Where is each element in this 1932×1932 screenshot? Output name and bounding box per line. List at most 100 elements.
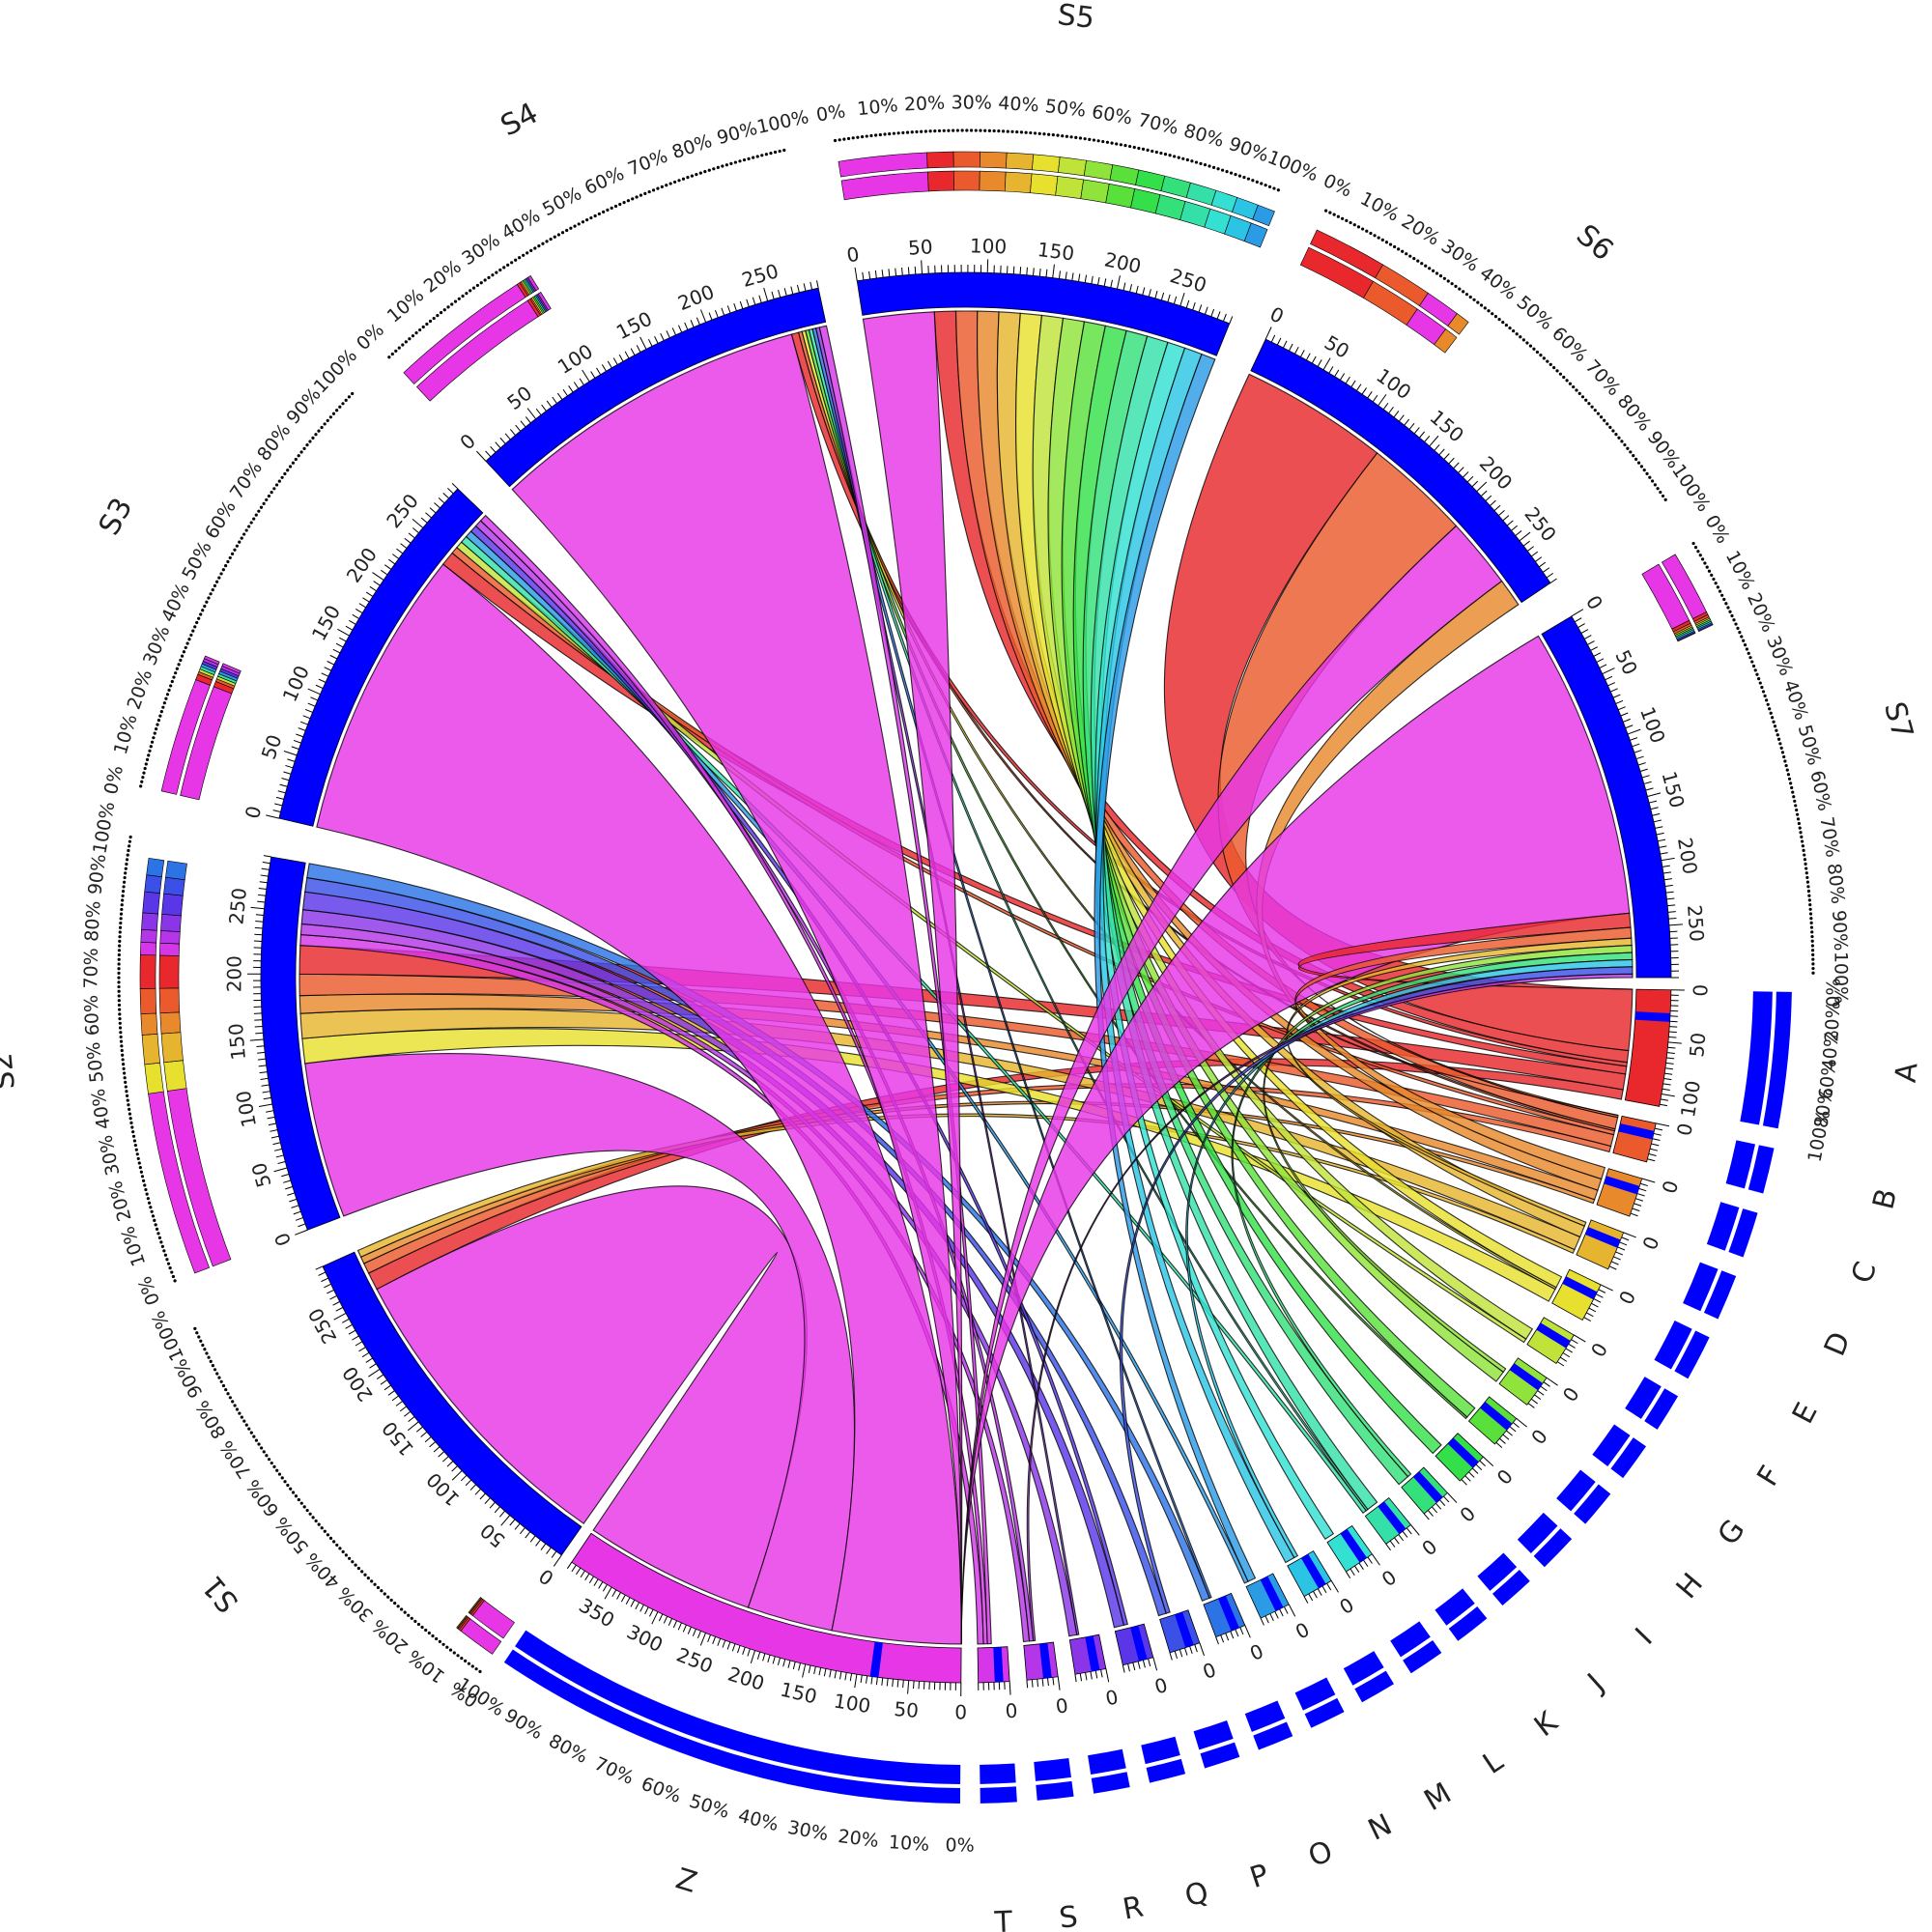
target-z-tick — [571, 1564, 577, 1573]
source-s1-track2-d — [456, 1614, 468, 1629]
source-s2-arc[interactable] — [260, 856, 341, 1231]
target-z-tick — [782, 1659, 786, 1667]
source-s3-pct-dot — [308, 440, 312, 443]
source-s2-pct-dot — [122, 1066, 126, 1070]
target-s-tick — [1026, 1680, 1029, 1689]
source-s5-pct-dot — [1088, 137, 1092, 141]
source-s4-arc[interactable] — [485, 287, 827, 488]
source-s4-tick-label-200: 200 — [674, 280, 717, 315]
source-s4-pct-dot — [668, 182, 672, 185]
source-s3-pct-dot — [221, 568, 225, 572]
source-s7-pct-dot — [1794, 804, 1798, 808]
source-s2-pct-dot — [125, 1094, 129, 1098]
target-h-arc[interactable] — [1467, 1396, 1518, 1445]
source-s4-pct-dot — [690, 174, 694, 178]
source-s3-arc[interactable] — [278, 488, 484, 827]
source-s7-tick — [1667, 911, 1676, 913]
target-a-tick — [1663, 1077, 1672, 1081]
source-s7-pct-dot — [1806, 889, 1811, 894]
source-s6-pct-dot — [1464, 293, 1469, 297]
target-l-arc[interactable] — [1326, 1524, 1373, 1573]
source-s4-pct-dot — [453, 299, 458, 303]
source-s5-pct-4: 40% — [998, 93, 1039, 117]
target-z-tick — [604, 1586, 612, 1600]
source-s3-pct-dot — [294, 457, 298, 462]
target-b-arc[interactable] — [1612, 1115, 1657, 1163]
source-s1-pct-dot — [254, 1438, 259, 1442]
source-s1-pct-dot — [195, 1331, 199, 1335]
source-s1-track1-d — [468, 1597, 482, 1614]
source-s7-pct-dot — [1750, 660, 1754, 664]
source-s7-arc[interactable] — [1541, 615, 1672, 979]
target-z-tick — [726, 1641, 731, 1650]
source-s4-pct-dot — [698, 171, 702, 175]
source-s1-tick — [484, 1497, 491, 1504]
source-s5-pct-10: 100% — [1264, 147, 1321, 186]
source-s1-tick — [407, 1421, 419, 1432]
source-s6-pct-dot — [1388, 242, 1393, 246]
target-i-arc[interactable] — [1435, 1433, 1485, 1482]
target-z-tick — [798, 1662, 801, 1671]
source-s6-tick-label-50: 50 — [1321, 330, 1353, 363]
source-s2-tick — [258, 1103, 272, 1108]
source-s6-pct-dot — [1584, 398, 1588, 402]
source-s3-pct-dot — [267, 494, 271, 498]
target-k-tick — [1410, 1524, 1420, 1536]
source-s5-pct-dot — [1229, 171, 1234, 175]
source-s7-tick — [1661, 857, 1675, 862]
source-s4-tick — [654, 335, 659, 344]
source-s6-tick — [1485, 495, 1492, 501]
source-s3-pct-dot — [320, 425, 324, 430]
source-s1-pct-dot — [456, 1654, 460, 1658]
source-s4-tick — [485, 450, 492, 458]
source-s1-pct-dot — [467, 1662, 471, 1665]
source-s3-pct-dot — [182, 650, 186, 654]
ribbon-s4-t — [818, 325, 992, 1645]
source-s6-pct-dot — [1555, 369, 1559, 373]
target-g-marker — [1509, 1363, 1544, 1391]
source-s6-pct-dot — [1656, 487, 1660, 491]
source-s2-pct-dot — [117, 976, 121, 980]
source-s2-track2-s — [140, 928, 157, 944]
source-s1-pct-dot — [332, 1540, 336, 1544]
source-s7-pct-dot — [1712, 577, 1716, 582]
source-s4-pct-dot — [414, 331, 418, 335]
source-s2-pct-dot — [118, 939, 122, 943]
target-a-tick — [1668, 1031, 1677, 1034]
target-z-arc[interactable] — [571, 1532, 962, 1684]
source-s1-tick — [465, 1479, 472, 1487]
source-s6-arc[interactable] — [1250, 338, 1551, 604]
source-s2-pct-dot — [123, 1071, 127, 1075]
target-n-tick — [1269, 1613, 1274, 1622]
source-s1-pct-dot — [376, 1585, 381, 1590]
target-a-tick-label-50: 50 — [1685, 1032, 1710, 1059]
source-s2-pct-dot — [163, 1253, 167, 1257]
source-s1-name: S1 — [196, 1569, 245, 1619]
target-z-tick — [808, 1664, 811, 1673]
source-s7-pct-dot — [1796, 812, 1800, 816]
source-s1-arc[interactable] — [322, 1251, 582, 1556]
source-s6-pct-dot — [1634, 457, 1638, 461]
source-s6-pct-dot — [1572, 384, 1576, 389]
source-s6-tick — [1282, 340, 1288, 349]
source-s2-pct-dot — [128, 1112, 132, 1116]
source-s5-pct-dot — [1220, 168, 1225, 172]
target-z-tick — [787, 1660, 791, 1668]
source-s3-pct-dot — [235, 544, 239, 548]
source-s4-tick — [607, 360, 612, 369]
source-s5-pct-dot — [1208, 164, 1211, 168]
source-s5-track1-d — [1004, 171, 1033, 194]
source-s4-tick — [499, 437, 506, 444]
source-s7-pct-dot — [1799, 831, 1803, 835]
source-s7-pct-dot — [1805, 875, 1809, 880]
target-q-tick — [1137, 1661, 1141, 1669]
source-s5-pct-dot — [1237, 174, 1242, 178]
source-s6-tick — [1345, 376, 1350, 384]
source-s5-pct-dot — [923, 129, 927, 133]
source-s7-pct-dot — [1810, 949, 1815, 952]
source-s6-pct-dot — [1479, 303, 1484, 307]
source-s4-pct-dot — [446, 305, 450, 309]
target-z-tick — [767, 1655, 771, 1663]
source-s1-pct-6: 60% — [242, 1475, 284, 1520]
source-s5-arc[interactable] — [856, 271, 1231, 356]
